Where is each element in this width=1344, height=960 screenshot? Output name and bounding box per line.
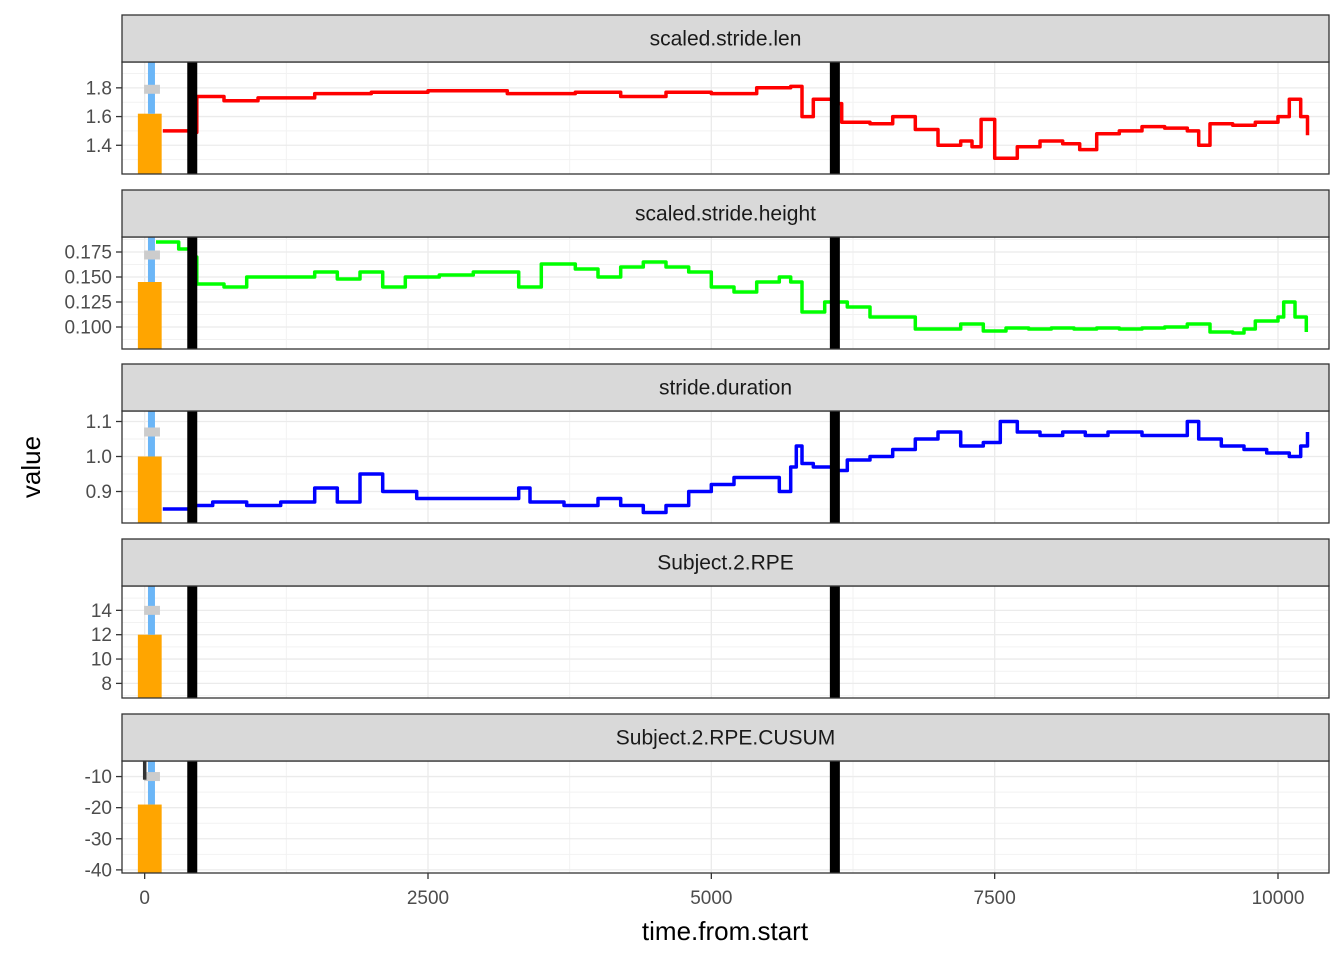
facet-panel: scaled.stride.height 0.100 0.125 0.150 0.175 (64, 189, 1330, 350)
y-tick-label: 1.0 (86, 447, 112, 468)
orange-bar (137, 634, 162, 698)
strip-background (121, 14, 1330, 63)
facet-panel: Subject.2.RPE 8 10 12 14 (91, 538, 1330, 699)
facet-panel: scaled.stride.len 1.4 1.6 1.8 (86, 14, 1330, 175)
strip-background (121, 363, 1330, 412)
x-tick-label: 0 (139, 888, 150, 909)
y-tick-label: -20 (85, 798, 112, 819)
panel-background (122, 62, 1329, 174)
x-tick-label: 2500 (407, 888, 449, 909)
panel-background (122, 411, 1329, 523)
x-axis: 0 2500 5000 7500 10000 (139, 873, 1304, 909)
x-tick-label: 5000 (690, 888, 732, 909)
y-tick-label: -40 (85, 860, 112, 881)
y-tick-label: 1.8 (86, 78, 112, 99)
y-tick-label: 0.175 (64, 243, 112, 264)
orange-bar (137, 456, 162, 523)
y-tick-label: 0.100 (64, 318, 112, 339)
facet-panels: scaled.stride.len1.41.61.8scaled.stride.… (64, 14, 1330, 881)
strip-label: Subject.2.RPE.CUSUM (616, 727, 835, 750)
panel-background (122, 586, 1329, 698)
orange-bar (137, 804, 162, 873)
series-line (162, 84, 1310, 160)
y-tick-label: 1.1 (86, 412, 112, 433)
panel-background (122, 237, 1329, 349)
y-tick-label: 0.9 (86, 482, 112, 503)
facet-panel: Subject.2.RPE.CUSUM -40 -30 -20 -10 (85, 713, 1330, 881)
series-line (162, 419, 1310, 515)
y-tick-label: 1.4 (86, 136, 113, 157)
orange-bar (137, 282, 162, 349)
strip-background (121, 713, 1330, 762)
y-tick-label: -10 (85, 767, 112, 788)
y-tick-label: 12 (91, 625, 112, 646)
facet-panel: stride.duration 0.9 1.0 1.1 (86, 363, 1330, 524)
strip-background (121, 189, 1330, 238)
x-tick-label: 10000 (1252, 888, 1305, 909)
strip-label: scaled.stride.len (650, 28, 802, 51)
y-tick-label: 0.125 (64, 293, 112, 314)
y-tick-label: 10 (91, 650, 112, 671)
x-tick-label: 7500 (974, 888, 1016, 909)
y-tick-label: 0.150 (64, 268, 112, 289)
strip-background (121, 538, 1330, 587)
panel-background (122, 761, 1329, 873)
orange-bar (137, 113, 162, 174)
y-tick-label: -30 (85, 829, 112, 850)
strip-label: stride.duration (659, 377, 792, 400)
y-axis-title: value (16, 436, 46, 498)
x-axis-title: time.from.start (642, 916, 809, 946)
y-tick-label: 1.6 (86, 107, 112, 128)
y-tick-label: 8 (101, 674, 112, 695)
strip-label: scaled.stride.height (635, 203, 816, 226)
y-tick-label: 14 (91, 601, 113, 622)
strip-label: Subject.2.RPE (657, 552, 794, 575)
series-line (156, 240, 1309, 335)
